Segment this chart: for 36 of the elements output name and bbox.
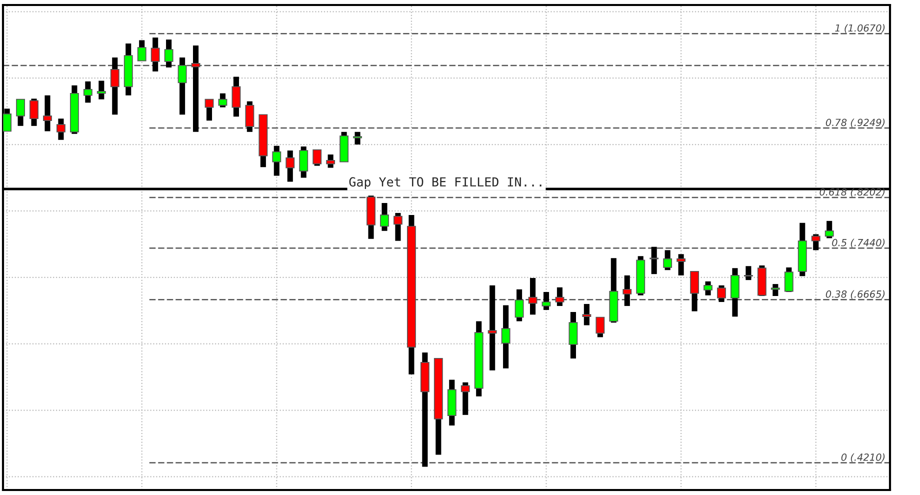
candlestick [312, 149, 322, 166]
candlestick [43, 95, 52, 132]
candlestick [30, 98, 38, 126]
ref-line-label: 0.5 (.7440) [832, 238, 885, 248]
candlestick [704, 281, 712, 296]
candlestick [232, 76, 241, 117]
candlestick [83, 81, 92, 103]
candlestick [286, 150, 295, 182]
candlestick [96, 80, 106, 100]
candlestick [770, 284, 780, 296]
candlestick [568, 312, 578, 358]
candlestick [326, 154, 336, 168]
candlestick [501, 305, 510, 368]
ref-line-label: Gap Yet TO BE FILLED IN... [349, 177, 542, 190]
candlestick [16, 98, 25, 126]
candlestick [744, 266, 753, 280]
ref-line-label: 0.618 (.8202) [820, 188, 885, 197]
candlestick [353, 132, 362, 145]
ref-line-label: 0.38 (.6665) [826, 290, 885, 299]
ref-line-label: 1 (1.0670) [835, 24, 885, 33]
candlestick [784, 267, 794, 292]
candlestick [272, 146, 282, 176]
ref-line-label: 0 (.4210) [841, 453, 885, 462]
candlestick [204, 98, 214, 121]
candlestick [56, 118, 66, 140]
candlestick [380, 202, 389, 231]
candlestick [582, 304, 592, 326]
candlestick [460, 382, 470, 415]
candlestick [596, 316, 605, 338]
candlestick [299, 146, 308, 178]
candlestick [676, 254, 686, 276]
candlestick [394, 212, 402, 241]
candlestick [137, 40, 146, 62]
candlestick [218, 93, 228, 108]
ref-line-label: 0.78 (.9249) [826, 118, 885, 128]
candlestick [824, 220, 834, 238]
